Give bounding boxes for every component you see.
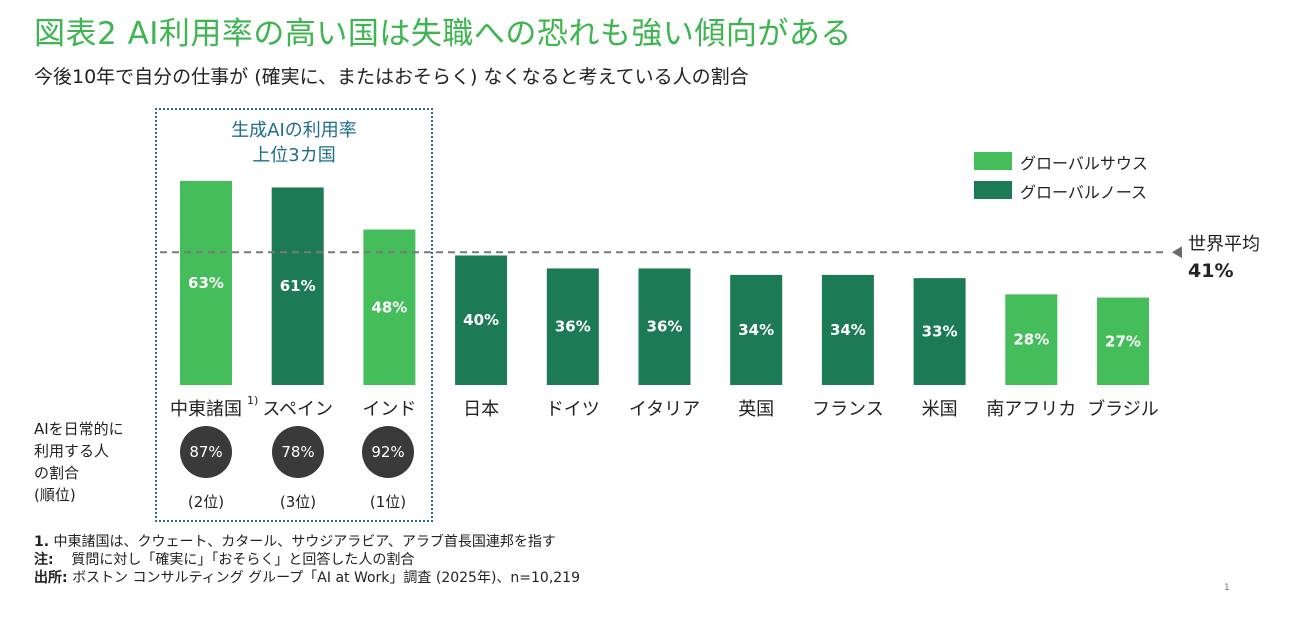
bar-value-label-2: 48% (371, 298, 407, 316)
world-average-marker-icon (1172, 246, 1182, 259)
footnote-source: 出所: ボストン コンサルティング グループ「AI at Work」調査 (20… (34, 569, 580, 587)
bar-value-label-5: 36% (647, 318, 683, 336)
usage-circle-middle-east: 87% (180, 426, 232, 478)
bar-value-label-1: 61% (280, 277, 316, 295)
category-label-1: スペイン (262, 399, 333, 420)
world-average-value: 41% (1188, 260, 1234, 282)
bar-7 (821, 274, 874, 385)
bar-value-label-0: 63% (188, 274, 224, 292)
bar-6 (730, 274, 783, 385)
bar-value-label-3: 40% (463, 311, 499, 329)
category-label-5: イタリア (629, 399, 700, 420)
bar-0 (180, 181, 232, 385)
bar-4 (546, 268, 599, 385)
bar-10 (1097, 297, 1149, 385)
bar-8 (913, 278, 966, 385)
top3-box-label: 生成AIの利用率 上位3カ国 (155, 118, 433, 168)
legend-swatch-global-north (974, 181, 1012, 199)
usage-label-line3: の割合 (34, 464, 80, 482)
category-label-0: 中東諸国 (170, 399, 242, 420)
footnote-note-label: 注: (34, 552, 54, 568)
category-label-6: 英国 (738, 399, 774, 420)
bar-value-label-4: 36% (555, 318, 591, 336)
legend-label-global-south: グローバルサウス (1020, 154, 1148, 173)
bar-value-label-10: 27% (1105, 332, 1141, 350)
category-label-9: 南アフリカ (986, 399, 1076, 420)
usage-circle-spain: 78% (272, 426, 324, 478)
usage-rank-spain: (3位) (279, 493, 317, 511)
category-superscript-0: 1) (247, 394, 258, 407)
top3-highlight-box (155, 108, 433, 522)
legend-label-global-north: グローバルノース (1020, 183, 1148, 202)
legend-swatch-global-south (974, 152, 1012, 170)
usage-label-line2: 利用する人 (34, 442, 110, 460)
top3-label-line2: 上位3カ国 (252, 145, 336, 166)
category-label-8: 米国 (922, 399, 958, 420)
category-label-4: ドイツ (546, 399, 600, 420)
usage-label-line1: AIを日常的に (34, 420, 124, 438)
top3-label-line1: 生成AIの利用率 (231, 120, 357, 141)
bar-3 (455, 255, 508, 385)
chart-subtitle: 今後10年で自分の仕事が (確実に、またはおそらく) なくなると考えている人の割… (34, 66, 749, 88)
bar-1 (271, 187, 324, 385)
category-label-10: ブラジル (1087, 398, 1159, 420)
footnote-note: 注: 質問に対し「確実に」「おそらく」と回答した人の割合 (34, 551, 580, 569)
page-title: 図表2 AI利用率の高い国は失職への恐れも強い傾向がある (34, 16, 852, 52)
bar-2 (363, 229, 416, 385)
bar-value-label-9: 28% (1013, 331, 1049, 349)
usage-rank-middle-east: (2位) (187, 493, 225, 511)
bar-value-label-8: 33% (922, 323, 958, 341)
usage-row-label: AIを日常的に 利用する人 の割合 (順位) (34, 418, 124, 506)
world-average-label: 世界平均 (1188, 234, 1260, 255)
usage-label-line4: (順位) (34, 486, 76, 504)
footnote-1: 1. 中東諸国は、クウェート、カタール、サウジアラビア、アラブ首長国連邦を指す (34, 533, 580, 551)
category-label-3: 日本 (463, 399, 499, 420)
footnote-1-text: 中東諸国は、クウェート、カタール、サウジアラビア、アラブ首長国連邦を指す (53, 534, 556, 550)
bar-9 (1005, 294, 1058, 385)
category-label-7: フランス (812, 399, 884, 420)
footnote-note-text: 質問に対し「確実に」「おそらく」と回答した人の割合 (71, 552, 415, 568)
bar-value-label-7: 34% (830, 321, 866, 339)
footnotes: 1. 中東諸国は、クウェート、カタール、サウジアラビア、アラブ首長国連邦を指す … (34, 533, 580, 587)
footnote-source-label: 出所: (34, 570, 68, 586)
bar-value-label-6: 34% (738, 321, 774, 339)
category-label-2: インド (362, 399, 416, 420)
usage-circle-india: 92% (362, 426, 414, 478)
usage-rank-india: (1位) (369, 493, 407, 511)
footnote-1-label: 1. (34, 534, 50, 550)
page-number: 1 (1224, 583, 1230, 593)
footnote-source-text: ボストン コンサルティング グループ「AI at Work」調査 (2025年)… (72, 570, 581, 586)
bar-5 (638, 268, 691, 385)
